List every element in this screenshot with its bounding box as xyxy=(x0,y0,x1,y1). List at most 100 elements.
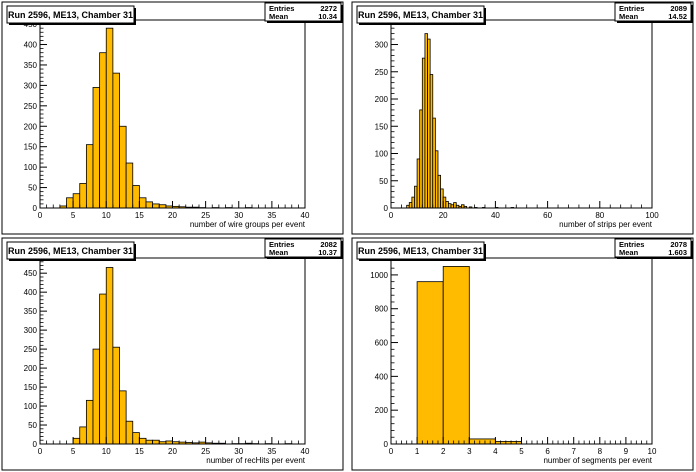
histogram-bar xyxy=(132,185,140,209)
histogram-bar xyxy=(99,293,107,445)
x-tick-label: 10 xyxy=(102,447,111,456)
histogram-bar xyxy=(99,52,107,209)
stats-mean-label: Mean xyxy=(619,12,639,21)
histogram-bar xyxy=(152,439,160,445)
histogram-bar xyxy=(125,162,134,209)
stats-entries-value: 2078 xyxy=(670,240,687,249)
chart-title: Run 2596, ME13, Chamber 31 xyxy=(358,10,483,20)
histogram-bars xyxy=(59,27,253,209)
x-tick-label: 5 xyxy=(71,447,76,456)
y-tick-label: 400 xyxy=(24,41,38,50)
y-tick-label: 800 xyxy=(375,305,389,314)
y-axis: 0 50 100 150 200 250 300 xyxy=(375,27,398,213)
x-tick-label: 10 xyxy=(648,447,657,456)
x-tick-label: 10 xyxy=(102,211,111,220)
stats-box xyxy=(614,238,692,258)
x-tick-label: 0 xyxy=(38,211,43,220)
y-tick-label: 250 xyxy=(24,102,38,111)
x-tick-label: 0 xyxy=(389,211,394,220)
y-tick-label: 50 xyxy=(379,177,388,186)
stats-mean-value: 10.37 xyxy=(318,248,337,257)
x-tick-label: 40 xyxy=(301,447,310,456)
x-tick-label: 20 xyxy=(168,447,177,456)
x-axis-title: number of wire groups per event xyxy=(190,220,306,229)
x-tick-label: 8 xyxy=(598,447,603,456)
x-tick-label: 0 xyxy=(38,447,43,456)
x-axis-title: number of recHits per event xyxy=(206,456,305,465)
histogram-bar xyxy=(112,346,120,445)
histogram-bar xyxy=(85,399,94,445)
plot-frame xyxy=(390,19,653,209)
y-tick-label: 300 xyxy=(375,41,389,50)
x-tick-label: 80 xyxy=(595,211,604,220)
x-tick-label: 0 xyxy=(389,447,394,456)
y-tick-label: 100 xyxy=(24,163,38,172)
x-axis-title: number of strips per event xyxy=(559,220,653,229)
x-axis-title: number of segments per event xyxy=(543,456,652,465)
y-tick-label: 150 xyxy=(375,122,389,131)
stats-box xyxy=(264,238,342,258)
chart-title: Run 2596, ME13, Chamber 31 xyxy=(8,10,133,20)
x-tick-label: 4 xyxy=(493,447,498,456)
histogram-bar xyxy=(112,72,120,209)
x-tick-label: 9 xyxy=(624,447,629,456)
y-tick-label: 50 xyxy=(28,184,37,193)
y-tick-label: 350 xyxy=(24,61,38,70)
histogram-pad-1: 0 5 10 15 20 25 30 35 40050100150200250300350400… xyxy=(1,1,344,235)
y-axis: 0 200 400 600 800 1000 xyxy=(370,267,398,449)
y-tick-label: 150 xyxy=(24,383,38,392)
histogram-bar xyxy=(416,281,444,445)
stats-entries-value: 2089 xyxy=(670,4,687,13)
y-tick-label: 350 xyxy=(24,307,38,316)
x-axis: 0 1 2 3 4 5 6 7 8 9 10 xyxy=(389,437,657,456)
x-tick-label: 30 xyxy=(234,211,243,220)
title-box xyxy=(6,5,135,24)
histogram-bar xyxy=(85,144,94,209)
x-tick-label: 30 xyxy=(234,447,243,456)
chart-title: Run 2596, ME13, Chamber 31 xyxy=(358,246,483,256)
stats-mean-label: Mean xyxy=(619,248,639,257)
stats-mean-value: 14.52 xyxy=(668,12,687,21)
x-tick-label: 20 xyxy=(168,211,177,220)
y-tick-label: 0 xyxy=(33,440,38,449)
y-tick-label: 50 xyxy=(28,421,37,430)
histogram-pad-3: 0 5 10 15 20 25 30 35 40050100150200250300350400… xyxy=(1,237,344,471)
stats-entries-label: Entries xyxy=(269,4,294,13)
x-tick-label: 5 xyxy=(71,211,76,220)
y-tick-label: 300 xyxy=(24,81,38,90)
title-box xyxy=(6,241,135,260)
histogram-bar xyxy=(72,437,81,445)
stats-mean-value: 10.34 xyxy=(318,12,338,21)
x-tick-label: 2 xyxy=(441,447,446,456)
stats-entries-label: Entries xyxy=(269,240,294,249)
histogram-bar xyxy=(119,125,127,209)
chart-title: Run 2596, ME13, Chamber 31 xyxy=(8,246,133,256)
stats-box xyxy=(264,2,342,22)
pad-frame xyxy=(351,1,694,235)
stats-mean-label: Mean xyxy=(269,248,289,257)
x-tick-label: 7 xyxy=(571,447,576,456)
histogram-bar xyxy=(66,197,74,209)
histogram-bar xyxy=(119,390,127,445)
histogram-bar xyxy=(105,27,114,209)
histogram-bar xyxy=(152,203,160,209)
histogram-bar xyxy=(138,437,147,445)
title-box xyxy=(356,241,485,260)
x-axis: 0 5 10 15 20 25 30 35 40 xyxy=(38,201,310,220)
y-tick-label: 200 xyxy=(375,95,389,104)
stats-box xyxy=(614,2,692,22)
histogram-bar xyxy=(92,87,101,209)
pad-frame xyxy=(351,237,694,471)
histogram-bars xyxy=(416,266,522,445)
y-tick-label: 0 xyxy=(384,204,389,213)
y-tick-label: 400 xyxy=(24,288,38,297)
histogram-bar xyxy=(468,438,496,445)
x-tick-label: 100 xyxy=(645,211,659,220)
x-tick-label: 25 xyxy=(201,447,210,456)
title-box xyxy=(356,5,485,24)
x-tick-label: 35 xyxy=(267,211,276,220)
x-tick-label: 40 xyxy=(301,211,310,220)
histogram-bar xyxy=(72,193,81,209)
x-tick-label: 6 xyxy=(545,447,550,456)
